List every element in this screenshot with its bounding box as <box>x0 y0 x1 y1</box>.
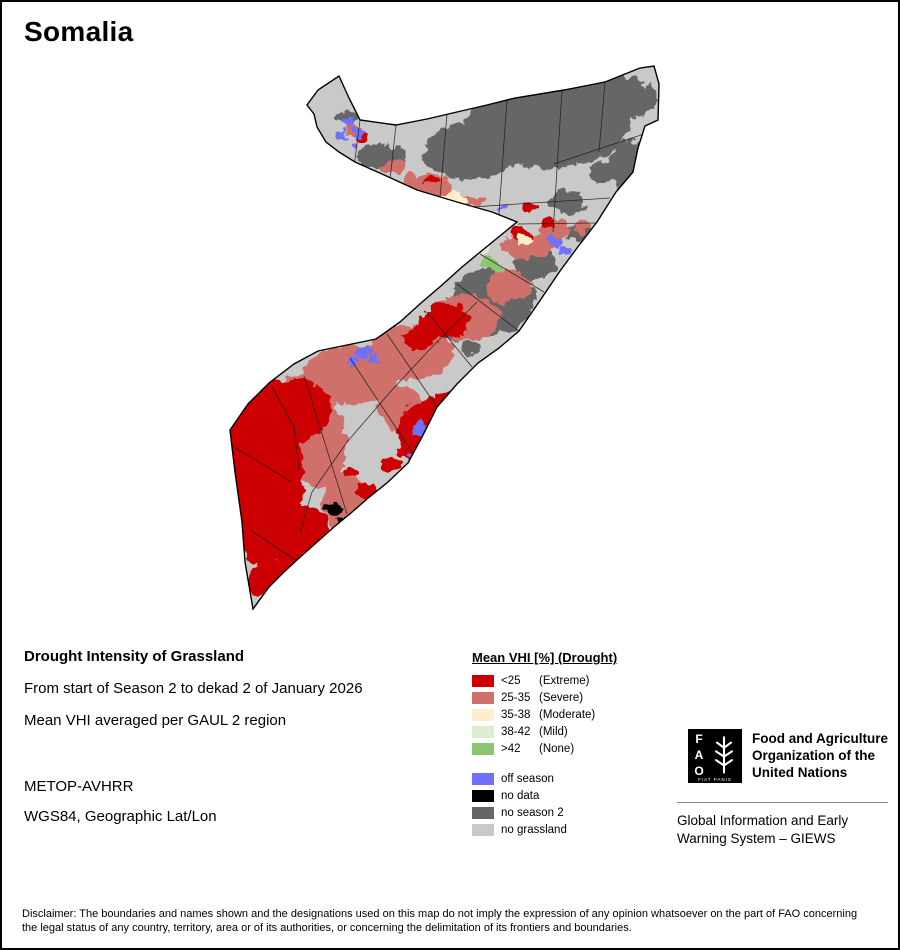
fao-logo-motto: FIAT PANIS <box>698 777 732 782</box>
fao-org-name: Food and Agriculture Organization of the… <box>752 731 888 780</box>
legend-item-value: 38-42 <box>501 725 531 738</box>
map-projection: WGS84, Geographic Lat/Lon <box>24 808 217 825</box>
map-sensor: METOP-AVHRR <box>24 778 134 795</box>
legend-item-label: no season 2 <box>501 806 564 819</box>
legend-item-label: (Mild) <box>539 725 568 738</box>
legend-swatch-no-data <box>472 789 494 802</box>
legend-item-extreme: <25 (Extreme) <box>472 672 617 689</box>
legend-item-value: 25-35 <box>501 691 531 704</box>
map-method: Mean VHI averaged per GAUL 2 region <box>24 712 287 729</box>
legend-item-label: off season <box>501 772 554 785</box>
legend-item-label: (Extreme) <box>539 674 590 687</box>
map-period: From start of Season 2 to dekad 2 of Jan… <box>24 680 363 697</box>
giews-label: Global Information and Early Warning Sys… <box>677 813 849 846</box>
disclaimer-text: Disclaimer: The boundaries and names sho… <box>22 908 858 934</box>
layer-none <box>479 258 506 274</box>
map-info-block: Drought Intensity of Grassland From star… <box>24 648 363 840</box>
legend: Mean VHI [%] (Drought) <25 (Extreme) 25-… <box>472 650 617 838</box>
legend-item-label: (Severe) <box>539 691 584 704</box>
legend-item-label: (None) <box>539 742 575 755</box>
layer-mild <box>457 238 489 257</box>
legend-item-none: >42 (None) <box>472 740 617 757</box>
footer-divider <box>677 802 888 803</box>
legend-swatch-moderate <box>472 708 494 721</box>
legend-swatch-no-season2 <box>472 806 494 819</box>
legend-swatch-severe <box>472 691 494 704</box>
admin-boundaries <box>233 81 651 561</box>
legend-item-value: 35-38 <box>501 708 531 721</box>
legend-extras: off season no data no season 2 no grassl… <box>472 770 617 838</box>
legend-swatch-extreme <box>472 674 494 687</box>
legend-item-value: <25 <box>501 674 521 687</box>
drought-layers <box>230 74 656 599</box>
legend-item-mild: 38-42 (Mild) <box>472 723 617 740</box>
country-outline <box>229 65 660 611</box>
page-title: Somalia <box>24 16 134 47</box>
legend-swatch-no-grassland <box>472 823 494 836</box>
legend-title: Mean VHI [%] (Drought) <box>472 650 618 665</box>
legend-item-label: no grassland <box>501 823 567 836</box>
legend-item-severe: 25-35 (Severe) <box>472 689 617 706</box>
legend-item-label: no data <box>501 789 540 802</box>
map-subtitle: Drought Intensity of Grassland <box>24 648 245 665</box>
fao-logo: FAO FIAT PANIS <box>688 729 742 783</box>
wheat-ear-icon <box>715 736 733 774</box>
legend-item-no-season2: no season 2 <box>472 804 617 821</box>
legend-item-off-season: off season <box>472 770 617 787</box>
legend-swatch-mild <box>472 725 494 738</box>
legend-item-value: >42 <box>501 742 521 755</box>
legend-item-no-data: no data <box>472 787 617 804</box>
legend-swatch-off-season <box>472 772 494 785</box>
legend-item-moderate: 35-38 (Moderate) <box>472 706 617 723</box>
legend-item-label: (Moderate) <box>539 708 596 721</box>
legend-swatch-none <box>472 742 494 755</box>
fao-logo-letters: FAO <box>692 732 706 780</box>
legend-item-no-grassland: no grassland <box>472 821 617 838</box>
